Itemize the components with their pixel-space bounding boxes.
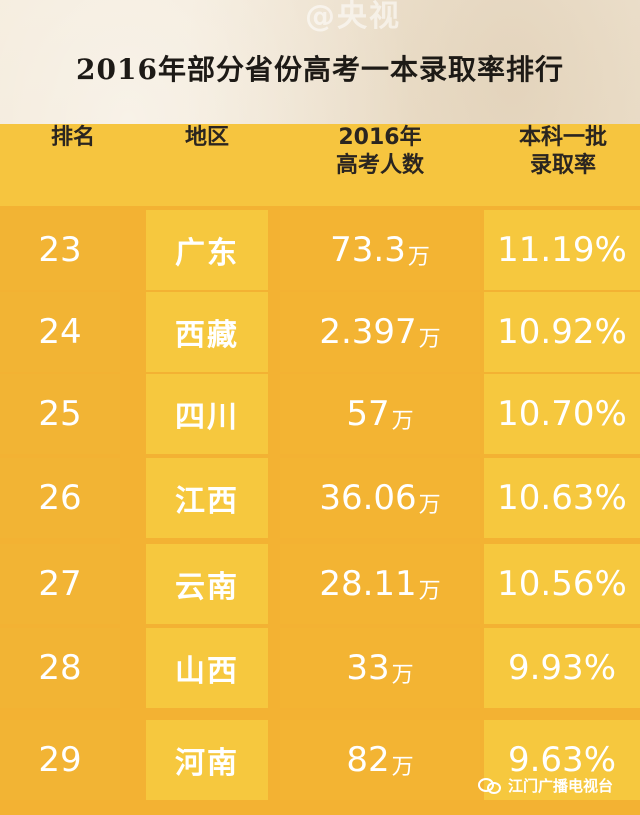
row-exam-count: 36.06 万	[280, 458, 480, 538]
row-admission-rate: 10.70%	[484, 374, 640, 454]
header-region: 地区	[184, 125, 229, 150]
exam-count-unit: 万	[391, 755, 414, 780]
header-rank: 排名	[50, 125, 95, 150]
row-region: 江西	[146, 458, 268, 538]
exam-count-value: 82	[346, 740, 390, 780]
row-exam-count: 28.11 万	[280, 544, 480, 624]
exam-count-value: 28.11	[319, 564, 417, 604]
exam-count-value: 73.3	[330, 230, 406, 270]
header-exam-count-line1: 2016年	[338, 125, 422, 150]
exam-count-unit: 万	[391, 409, 414, 434]
exam-count-unit: 万	[418, 493, 441, 518]
row-exam-count: 73.3 万	[280, 210, 480, 290]
header-exam-count-line2: 高考人数	[335, 153, 424, 178]
exam-count-unit: 万	[418, 579, 441, 604]
watermark: @央视	[305, 0, 401, 34]
row-rank: 28	[0, 628, 120, 708]
exam-count-value: 33	[346, 648, 390, 688]
row-region: 西藏	[146, 292, 268, 372]
header-admission-rate: 本科一批 录取率	[498, 124, 628, 180]
header-admission-rate-line1: 本科一批	[518, 125, 607, 150]
row-admission-rate: 10.92%	[484, 292, 640, 372]
wechat-icon	[478, 776, 502, 794]
footer-logo: 江门广播电视台	[478, 772, 613, 798]
exam-count-unit: 万	[418, 327, 441, 352]
row-rank: 23	[0, 210, 120, 290]
table-header: 排名 地区 2016年 高考人数 本科一批 录取率	[0, 124, 640, 206]
row-admission-rate: 10.63%	[484, 458, 640, 538]
row-region: 广东	[146, 210, 268, 290]
row-region: 河南	[146, 720, 268, 800]
row-exam-count: 33 万	[280, 628, 480, 708]
footer-logo-text: 江门广播电视台	[508, 776, 614, 795]
row-rank: 26	[0, 458, 120, 538]
exam-count-unit: 万	[407, 245, 430, 270]
exam-count-unit: 万	[391, 663, 414, 688]
header-admission-rate-line2: 录取率	[529, 153, 596, 178]
page-title: 2016年部分省份高考一本录取率排行	[76, 53, 564, 86]
exam-count-value: 2.397	[319, 312, 417, 352]
row-exam-count: 82 万	[280, 720, 480, 800]
row-rank: 24	[0, 292, 120, 372]
row-admission-rate: 9.63%	[484, 720, 640, 800]
row-region: 山西	[146, 628, 268, 708]
row-rank: 27	[0, 544, 120, 624]
row-admission-rate: 11.19%	[484, 210, 640, 290]
exam-count-value: 57	[346, 394, 390, 434]
row-admission-rate: 9.93%	[484, 628, 640, 708]
row-rank: 29	[0, 720, 120, 800]
exam-count-value: 36.06	[319, 478, 417, 518]
row-region: 云南	[146, 544, 268, 624]
row-admission-rate: 10.56%	[484, 544, 640, 624]
row-exam-count: 57 万	[280, 374, 480, 454]
row-rank: 25	[0, 374, 120, 454]
row-exam-count: 2.397 万	[280, 292, 480, 372]
row-region: 四川	[146, 374, 268, 454]
header-exam-count: 2016年 高考人数	[282, 124, 478, 180]
